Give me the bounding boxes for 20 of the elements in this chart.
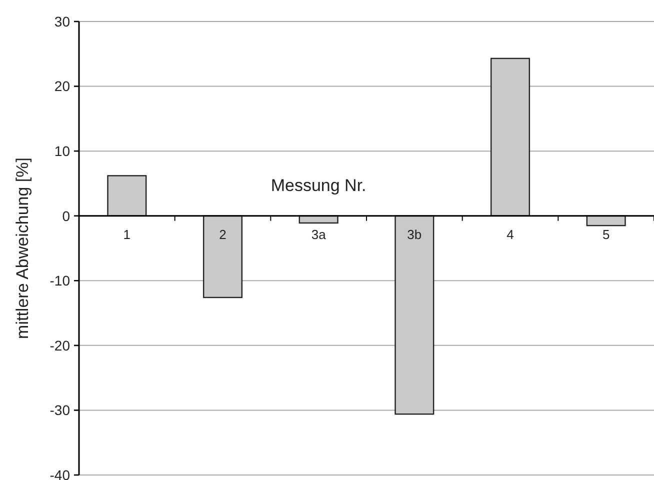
- y-tick-label: -30: [50, 402, 70, 418]
- x-tick-label: 4: [506, 226, 514, 242]
- y-tick-label: 30: [54, 13, 70, 30]
- x-tick-label: 3a: [311, 226, 327, 242]
- x-tick-label: 3b: [407, 226, 422, 242]
- bar: [107, 175, 147, 216]
- x-axis-title: Messung Nr.: [270, 176, 366, 195]
- bar: [394, 215, 434, 415]
- y-tick-label: 0: [62, 208, 70, 224]
- y-tick-label: -20: [50, 337, 70, 354]
- bar: [202, 215, 243, 298]
- y-tick-label: 20: [54, 78, 70, 94]
- y-axis-title: mittlere Abweichung [%]: [13, 158, 32, 339]
- y-tick-label: -10: [50, 272, 70, 289]
- x-tick-label: 1: [123, 226, 131, 242]
- x-tick-label: 2: [219, 226, 226, 242]
- y-tick-label: 10: [54, 142, 70, 159]
- bar: [490, 58, 530, 216]
- y-tick-label: -40: [50, 466, 70, 480]
- x-tick-label: 5: [602, 226, 610, 242]
